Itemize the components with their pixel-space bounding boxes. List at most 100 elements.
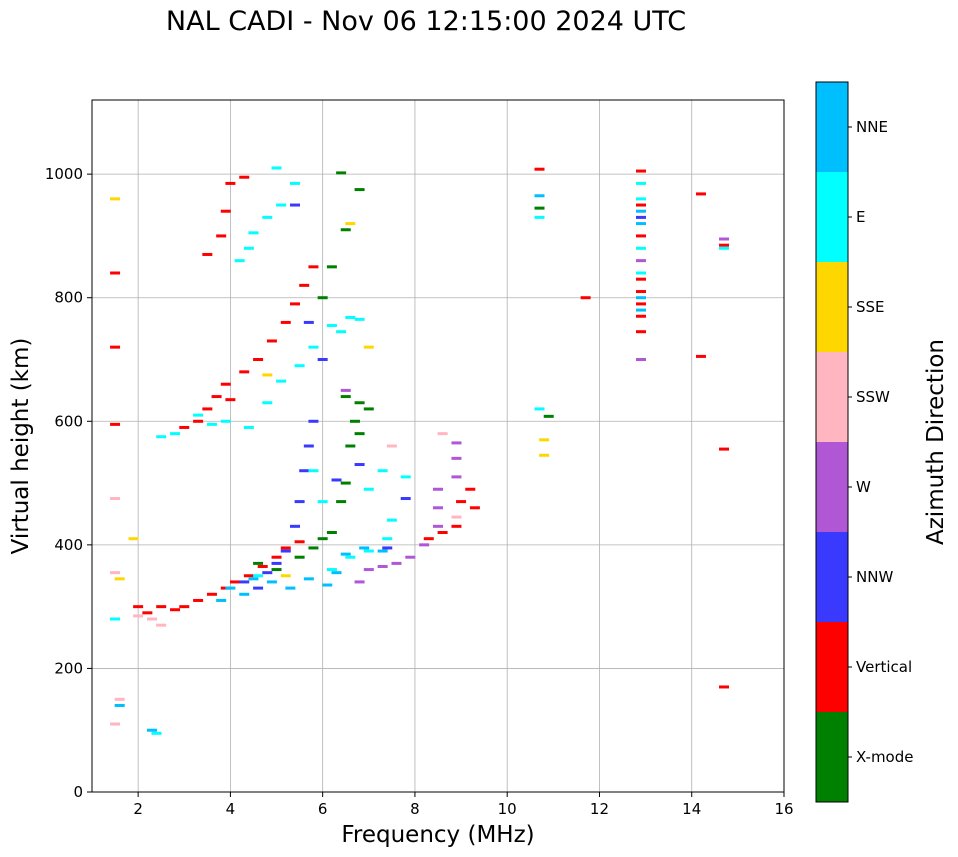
echo-point xyxy=(345,315,356,319)
echo-point xyxy=(216,234,227,238)
echo-point xyxy=(299,283,310,287)
echo-point xyxy=(340,552,351,556)
echo-point xyxy=(193,419,204,423)
echo-point xyxy=(354,317,365,321)
echo-point xyxy=(433,506,443,510)
echo-point xyxy=(156,623,167,627)
y-tick-label: 800 xyxy=(54,289,83,307)
echo-point xyxy=(465,487,476,491)
echo-point xyxy=(635,209,646,213)
echo-point xyxy=(303,577,314,581)
echo-point xyxy=(280,546,291,550)
echo-point xyxy=(326,531,337,534)
plot-frame xyxy=(91,99,785,793)
chart-title: NAL CADI - Nov 06 12:15:00 2024 UTC xyxy=(165,6,687,37)
echo-point xyxy=(225,586,236,590)
colorbar-tick-label: NNE xyxy=(856,118,888,136)
echo-point xyxy=(170,608,181,612)
echo-point xyxy=(363,407,374,411)
echo-point xyxy=(331,478,342,482)
colorbar-segment xyxy=(816,712,848,802)
y-axis-ticks: 0 200 400 600 800 1000 xyxy=(45,165,92,801)
colorbar-segment xyxy=(816,172,848,262)
echo-point xyxy=(289,203,300,207)
echo-point xyxy=(170,432,181,436)
colorbar-tick-label: SSW xyxy=(856,388,890,406)
colorbar-tick-label: W xyxy=(856,478,871,496)
colorbar: X-mode Vertical NNW W SSW SSE E NNE xyxy=(816,82,913,802)
echo-point xyxy=(239,580,250,584)
echo-point xyxy=(326,265,337,269)
echo-point xyxy=(451,456,462,460)
echo-point xyxy=(253,561,264,565)
y-axis-label: Virtual height (km) xyxy=(8,338,34,555)
echo-point xyxy=(456,500,467,504)
echo-point xyxy=(534,215,545,219)
echo-point xyxy=(539,438,550,442)
echo-point xyxy=(146,617,157,621)
echo-point xyxy=(322,583,333,587)
echo-point xyxy=(317,500,328,504)
echo-point xyxy=(377,564,388,568)
echo-point xyxy=(133,605,144,609)
echo-point xyxy=(193,413,204,417)
echo-point xyxy=(635,277,646,281)
x-tick-label: 6 xyxy=(318,800,328,818)
echo-point xyxy=(336,171,347,175)
echo-point xyxy=(299,469,310,473)
echo-point xyxy=(146,728,157,732)
colorbar-label: Azimuth Direction xyxy=(923,339,949,545)
echo-point xyxy=(534,206,545,210)
colorbar-segment xyxy=(816,82,848,172)
echo-point xyxy=(719,237,730,241)
echo-point xyxy=(336,330,347,334)
echo-point xyxy=(580,296,591,300)
echo-point xyxy=(635,222,646,226)
echo-point xyxy=(635,296,646,300)
colorbar-segment xyxy=(816,532,848,622)
echo-point xyxy=(271,555,282,559)
echo-point xyxy=(635,215,646,219)
echo-point xyxy=(225,181,236,185)
echo-point xyxy=(110,345,121,349)
colorbar-tick-label: X-mode xyxy=(856,748,913,766)
echo-point xyxy=(303,444,314,448)
echo-point xyxy=(206,592,217,596)
echo-point xyxy=(695,192,706,196)
echo-point xyxy=(419,543,430,547)
echo-point xyxy=(695,354,706,358)
y-tick-label: 600 xyxy=(54,412,83,430)
echo-point xyxy=(345,555,356,559)
echo-point xyxy=(289,524,300,528)
echo-point xyxy=(294,364,305,368)
series-sse xyxy=(110,197,550,581)
echo-point xyxy=(262,571,273,575)
echo-point xyxy=(253,358,264,361)
echo-point xyxy=(340,481,351,485)
echo-point xyxy=(220,419,231,423)
echo-point xyxy=(110,197,121,201)
echo-point xyxy=(400,475,411,479)
echo-point xyxy=(317,358,328,361)
echo-point xyxy=(635,271,646,275)
echo-point xyxy=(336,500,347,504)
echo-point xyxy=(220,382,231,386)
echo-point xyxy=(266,339,277,343)
echo-point xyxy=(719,246,730,250)
echo-point xyxy=(433,487,443,491)
echo-point xyxy=(294,555,305,559)
echo-point xyxy=(253,586,264,590)
echo-point xyxy=(326,568,337,572)
x-tick-label: 4 xyxy=(226,800,236,818)
x-axis-label: Frequency (MHz) xyxy=(341,822,534,848)
echo-point xyxy=(243,425,254,429)
echo-point xyxy=(451,441,462,445)
echo-point xyxy=(156,605,167,609)
echo-point xyxy=(382,546,393,550)
echo-point xyxy=(354,463,365,467)
echo-point xyxy=(386,518,397,522)
colorbar-tick-label: Vertical xyxy=(856,658,912,676)
echo-point xyxy=(635,308,646,312)
echo-point xyxy=(719,685,730,689)
series-e xyxy=(110,166,730,735)
